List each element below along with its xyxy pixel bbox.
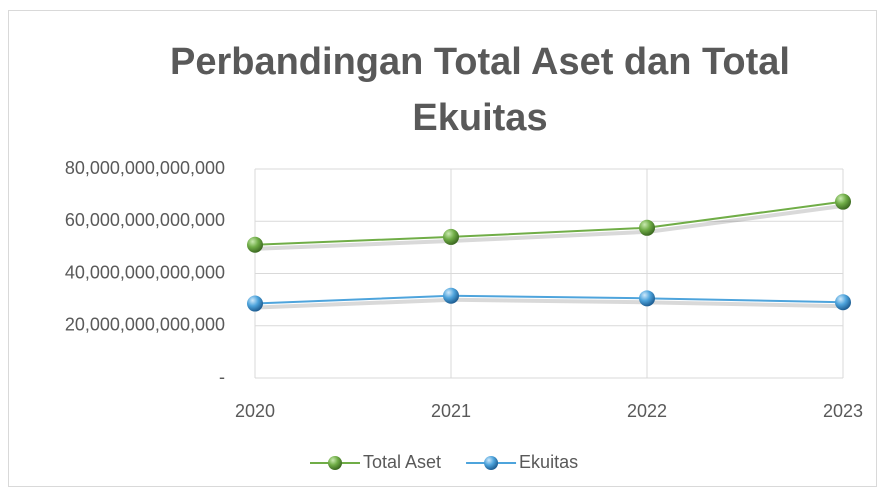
- marker: [639, 219, 655, 236]
- marker: [443, 228, 459, 245]
- legend-label: Total Aset: [363, 452, 441, 472]
- y-tick-label: 80,000,000,000,000: [65, 158, 225, 178]
- series-line: [254, 200, 844, 246]
- line-shadow: [256, 297, 846, 310]
- legend-marker: [484, 456, 499, 470]
- marker: [247, 236, 263, 253]
- legend-label: Ekuitas: [519, 452, 578, 472]
- y-tick-label: 60,000,000,000,000: [65, 210, 225, 230]
- line-shadow: [256, 203, 846, 251]
- chart-title: Perbandingan Total Aset dan Total Ekuita…: [169, 41, 790, 139]
- y-tick-label: -: [219, 367, 225, 387]
- marker: [443, 287, 459, 304]
- y-tick-label: 20,000,000,000,000: [65, 315, 225, 335]
- marker: [835, 294, 851, 311]
- x-tick-label: 2020: [235, 401, 275, 421]
- marker: [639, 290, 655, 307]
- chart-border: [8, 10, 877, 487]
- marker: [835, 193, 851, 210]
- x-tick-label: 2023: [823, 401, 863, 421]
- y-tick-label: 40,000,000,000,000: [65, 262, 225, 282]
- x-tick-label: 2021: [431, 401, 471, 421]
- marker: [247, 295, 263, 312]
- series-line: [254, 294, 844, 305]
- legend-marker: [328, 456, 342, 470]
- x-tick-label: 2022: [627, 401, 667, 421]
